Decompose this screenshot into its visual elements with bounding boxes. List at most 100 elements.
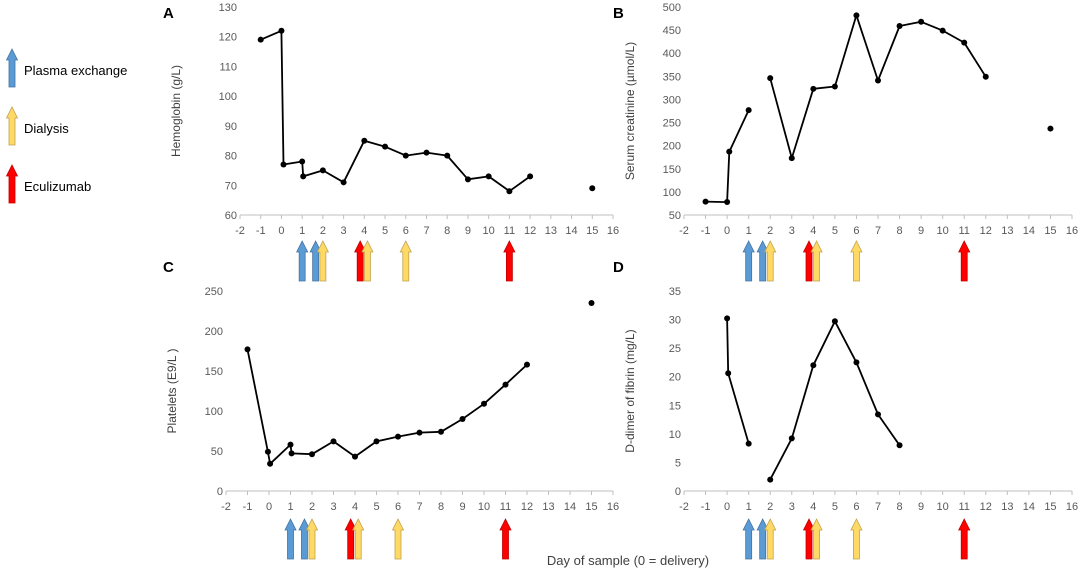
data-point [724, 315, 731, 322]
x-tick-label: 3 [330, 501, 336, 513]
data-point [278, 27, 285, 34]
data-point [982, 73, 989, 80]
x-tick-label: 12 [980, 225, 992, 237]
data-point [725, 370, 732, 377]
x-tick-label: 5 [832, 225, 838, 237]
x-tick-label: 8 [438, 501, 444, 513]
data-point [724, 199, 731, 206]
data-point [810, 85, 817, 92]
x-tick-label: 1 [746, 501, 752, 513]
data-point [299, 158, 306, 165]
x-tick-label: 12 [524, 225, 536, 237]
x-tick-label: -1 [701, 225, 711, 237]
y-tick-label: 70 [225, 180, 237, 192]
data-point [361, 137, 368, 144]
data-point [853, 12, 860, 19]
eculizumab-arrow [802, 240, 816, 282]
x-tick-label: 10 [478, 501, 490, 513]
data-point [280, 161, 287, 168]
x-tick-label: 5 [832, 501, 838, 513]
data-point [788, 435, 795, 442]
y-axis-label: Hemoglobin (g/L) [169, 65, 183, 157]
x-tick-label: 2 [309, 501, 315, 513]
eculizumab-arrow [503, 240, 516, 282]
data-point [961, 39, 968, 46]
dialysis-arrow [316, 240, 330, 282]
data-point [875, 77, 881, 84]
dialysis-arrow [850, 240, 863, 282]
y-tick-label: 500 [663, 2, 681, 14]
x-tick-label: 13 [545, 225, 557, 237]
data-point [416, 429, 423, 436]
x-tick-label: 7 [875, 501, 881, 513]
dialysis-legend-icon [5, 106, 19, 146]
x-tick-label: 14 [565, 225, 577, 237]
x-tick-label: 5 [373, 501, 379, 513]
plasma-exchange-arrow [298, 518, 311, 560]
y-tick-label: 60 [225, 210, 237, 222]
series-line [769, 14, 987, 160]
y-tick-label: 50 [211, 446, 223, 458]
dialysis-arrow [305, 518, 319, 560]
data-point [459, 416, 466, 422]
y-tick-label: 250 [663, 118, 681, 130]
data-point [745, 440, 752, 447]
data-point [726, 148, 733, 155]
data-point [382, 143, 389, 150]
x-tick-label: 9 [459, 501, 465, 513]
series-line [260, 29, 531, 193]
data-point [464, 176, 471, 183]
series-line [246, 349, 528, 465]
data-point [896, 22, 903, 29]
data-point [506, 188, 513, 195]
dialysis-arrow [352, 518, 365, 560]
y-tick-label: 0 [675, 486, 681, 498]
x-tick-label: -2 [679, 501, 689, 513]
x-tick-label: 7 [423, 225, 429, 237]
y-tick-label: 10 [669, 429, 681, 441]
data-point [340, 179, 347, 186]
y-tick-label: 200 [663, 141, 681, 153]
eculizumab-arrow [499, 518, 512, 560]
data-point [264, 448, 271, 455]
panel-letter: D [613, 259, 624, 276]
dialysis-arrow [810, 240, 823, 282]
x-tick-label: 9 [465, 225, 471, 237]
x-tick-label: 16 [607, 501, 619, 513]
x-tick-label: 10 [937, 225, 949, 237]
x-tick-label: 4 [810, 225, 816, 237]
plasma-exchange-arrow [284, 518, 297, 560]
x-tick-label: 8 [896, 225, 902, 237]
y-tick-label: 90 [225, 121, 237, 133]
data-point [395, 433, 401, 440]
x-tick-label: 11 [504, 225, 515, 237]
data-point [745, 107, 752, 114]
legend-label: Dialysis [24, 121, 69, 136]
x-tick-label: 2 [767, 225, 773, 237]
x-tick-label: 10 [937, 501, 949, 513]
data-point [524, 361, 530, 368]
eculizumab-arrow [958, 518, 971, 560]
panel-letter: B [613, 5, 624, 22]
x-tick-label: 11 [959, 225, 970, 237]
x-tick-label: 15 [586, 225, 598, 237]
y-tick-label: 50 [669, 210, 681, 222]
y-tick-label: 0 [217, 486, 223, 498]
x-tick-label: -1 [243, 501, 253, 513]
data-point [831, 318, 838, 325]
x-tick-label: 6 [853, 225, 859, 237]
legend: Plasma exchange Dialysis Eculizumab [5, 48, 127, 204]
y-tick-label: 200 [205, 326, 223, 338]
data-point [485, 173, 492, 180]
data-point [918, 18, 925, 25]
series-line [726, 318, 750, 444]
y-tick-label: 130 [219, 2, 237, 14]
legend-label: Plasma exchange [24, 63, 127, 78]
data-point [588, 300, 595, 306]
y-tick-label: 20 [669, 372, 681, 384]
eculizumab-arrow [344, 518, 357, 560]
y-tick-label: 25 [669, 343, 681, 355]
